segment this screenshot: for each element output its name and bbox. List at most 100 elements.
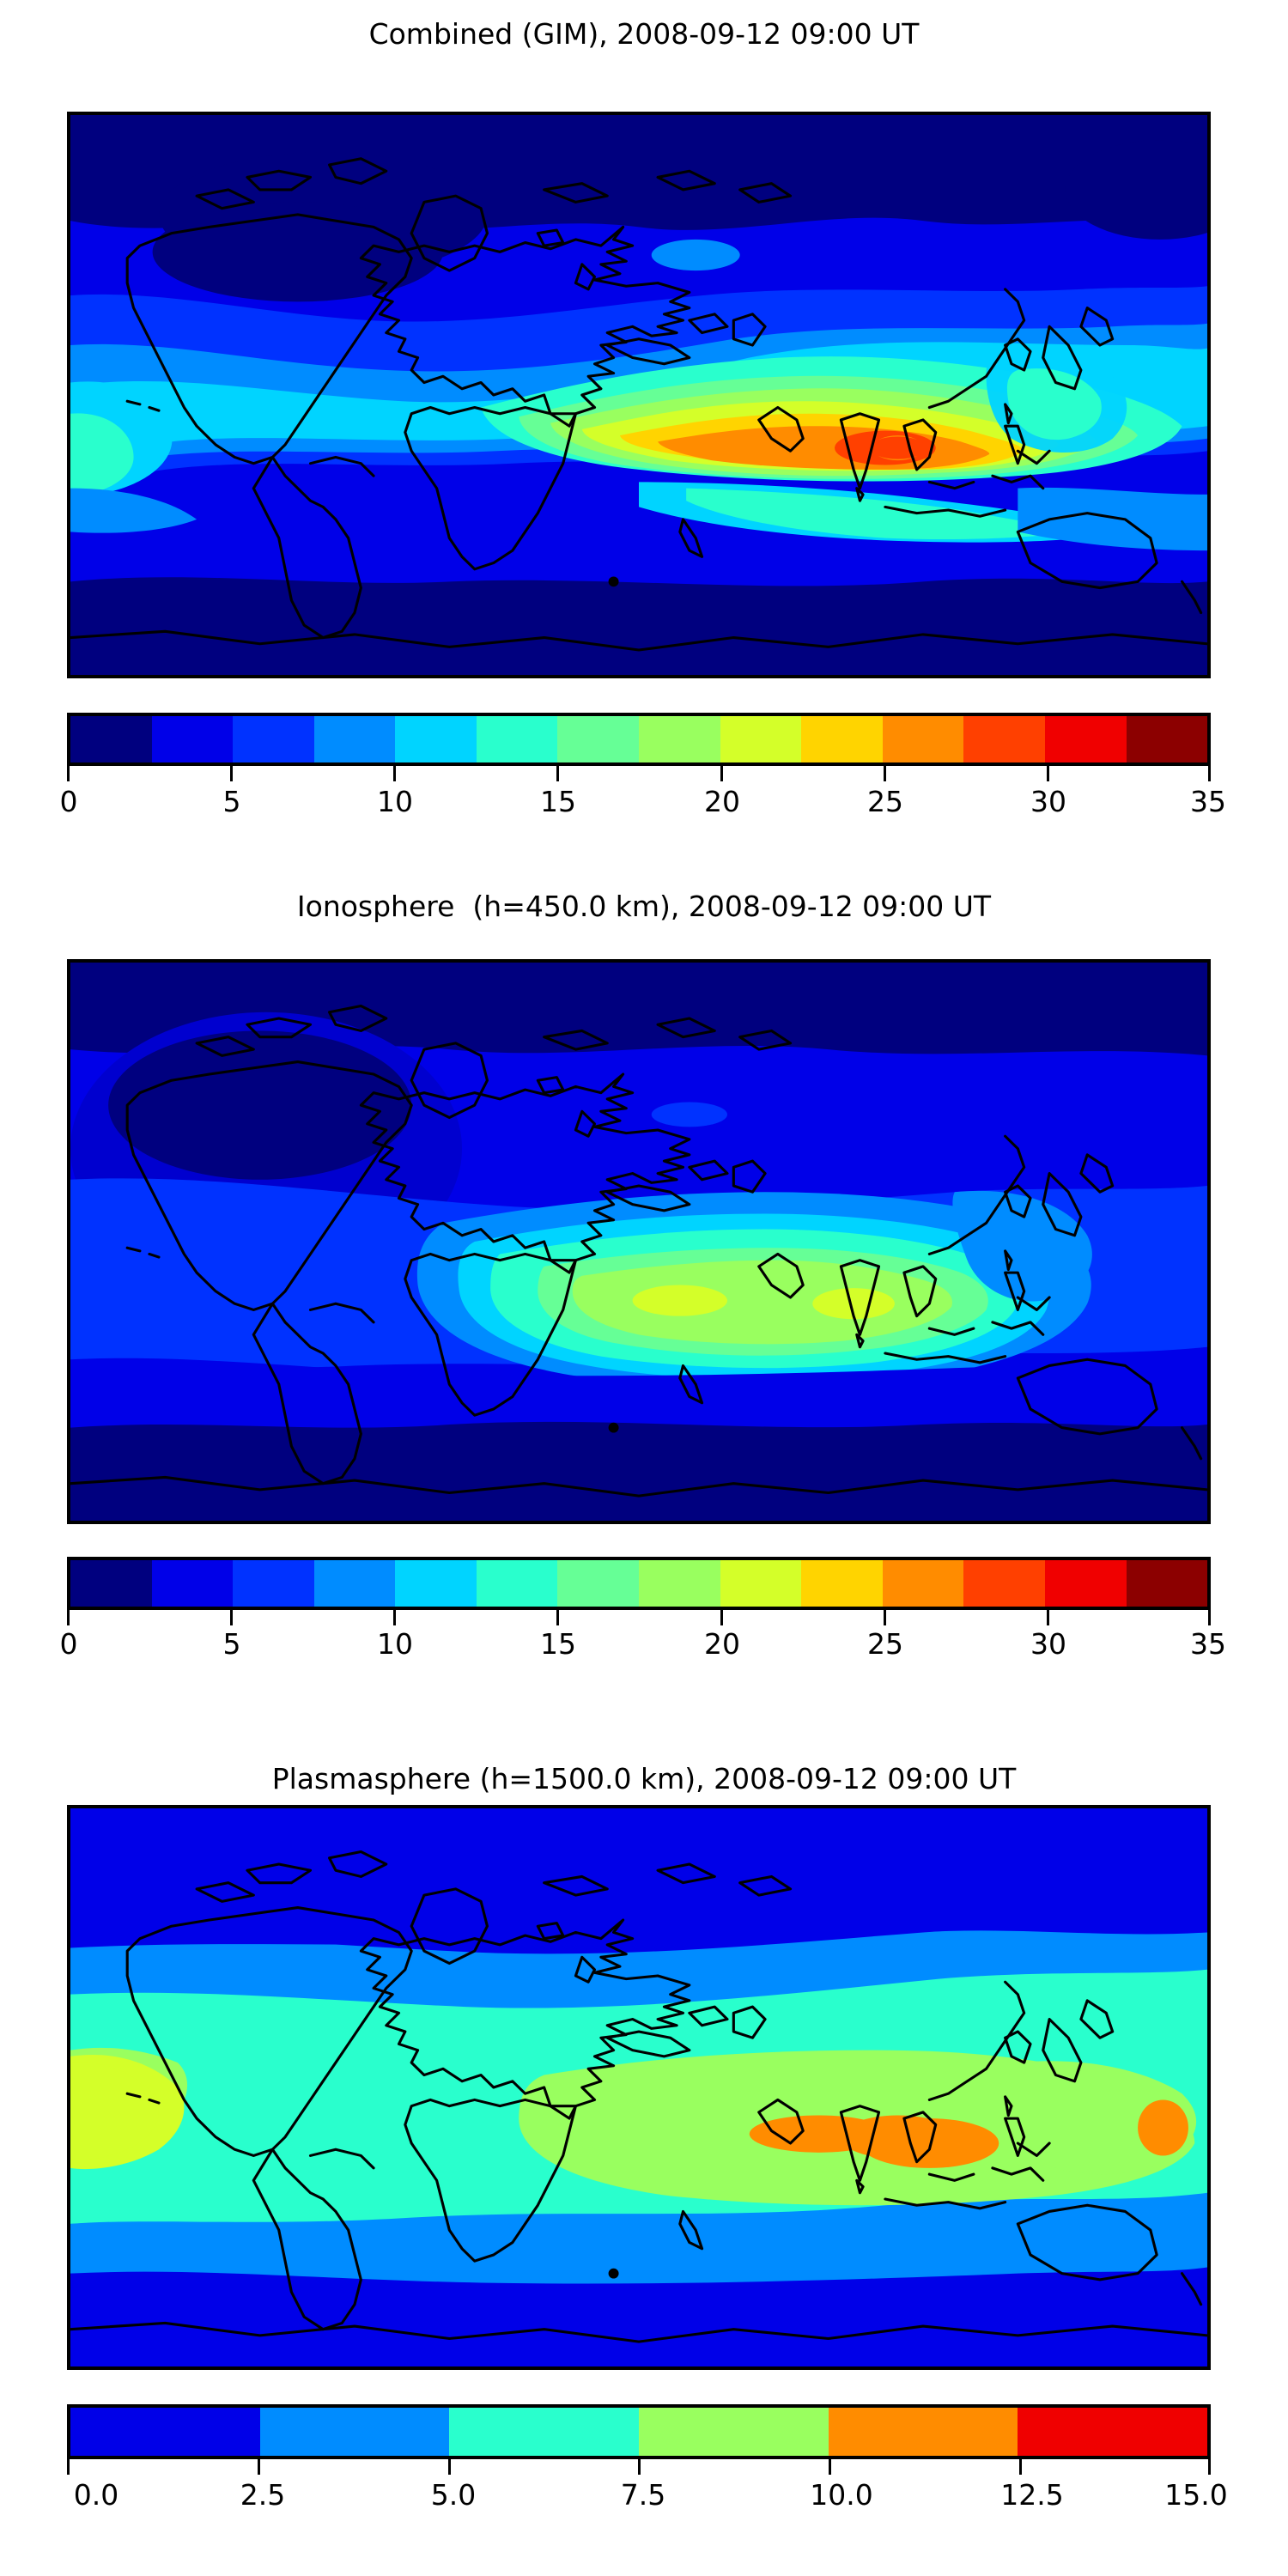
tick-label: 10.0 — [810, 2478, 873, 2512]
colorbar-segment — [882, 716, 964, 762]
tick-mark — [67, 766, 70, 781]
colorbar-segment — [720, 716, 802, 762]
tick-label: 0 — [59, 785, 78, 818]
tick-label: 25 — [867, 785, 903, 818]
colorbar-segment — [639, 716, 720, 762]
tick-label: 0.0 — [73, 2478, 119, 2512]
tick-label: 7.5 — [620, 2478, 666, 2512]
tick-label: 25 — [867, 1627, 903, 1661]
colorbar-combined — [67, 713, 1211, 766]
colorbar-segment — [801, 716, 883, 762]
tick-mark — [884, 1610, 886, 1625]
tick-mark — [230, 1610, 233, 1625]
map-svg-combined — [70, 115, 1207, 675]
tick-mark — [1208, 2459, 1211, 2475]
panel-combined-gim: Combined (GIM), 2008-09-12 09:00 UT — [0, 0, 1288, 859]
tick-label: 10 — [377, 785, 413, 818]
colorbar-segment — [476, 1560, 558, 1607]
tick-label: 20 — [704, 785, 740, 818]
tick-label: 20 — [704, 1627, 740, 1661]
tick-mark — [258, 2459, 260, 2475]
tick-mark — [67, 1610, 70, 1625]
tick-label: 10 — [377, 1627, 413, 1661]
tick-mark — [1047, 766, 1049, 781]
colorbar-segment — [882, 1560, 964, 1607]
tick-label: 15.0 — [1164, 2478, 1228, 2512]
tick-mark — [393, 766, 396, 781]
colorbar-segment — [449, 2408, 640, 2456]
tick-mark — [829, 2459, 831, 2475]
colorbar-segment — [70, 2408, 260, 2456]
colorbar-wrap-plasmasphere: 0.0 2.5 5.0 7.5 10.0 12.5 15.0 — [67, 2404, 1228, 2516]
colorbar-segment — [259, 2408, 450, 2456]
colorbar-segment — [963, 716, 1045, 762]
colorbar-ticks-ionosphere: 0 5 10 15 20 25 30 35 — [60, 1610, 1226, 1722]
tick-mark — [230, 766, 233, 781]
map-svg-ionosphere — [70, 963, 1207, 1521]
tick-mark — [448, 2459, 451, 2475]
colorbar-plasmasphere — [67, 2404, 1211, 2459]
tick-mark — [720, 766, 723, 781]
colorbar-wrap-combined: 0 5 10 15 20 25 30 35 — [60, 713, 1226, 824]
colorbar-segment — [557, 1560, 640, 1607]
tick-mark — [1208, 766, 1211, 781]
colorbar-ionosphere — [67, 1557, 1211, 1610]
colorbar-segment — [313, 1560, 396, 1607]
map-ionosphere — [67, 959, 1211, 1524]
colorbar-segment — [1126, 1560, 1207, 1607]
tick-label: 12.5 — [1000, 2478, 1064, 2512]
tick-mark — [393, 1610, 396, 1625]
tick-label: 5.0 — [430, 2478, 477, 2512]
colorbar-segment — [395, 716, 477, 762]
tick-mark — [1208, 1610, 1211, 1625]
tick-mark — [884, 766, 886, 781]
colorbar-segment — [395, 1560, 477, 1607]
colorbar-segment — [151, 716, 234, 762]
tick-mark — [1019, 2459, 1022, 2475]
panel-plasmasphere: Plasmasphere (h=1500.0 km), 2008-09-12 0… — [0, 1743, 1288, 2576]
colorbar-segment — [313, 716, 396, 762]
colorbar-segment — [639, 2408, 829, 2456]
tick-label: 35 — [1190, 785, 1226, 818]
colorbar-wrap-ionosphere: 0 5 10 15 20 25 30 35 — [60, 1557, 1226, 1668]
colorbar-ticks-plasmasphere: 0.0 2.5 5.0 7.5 10.0 12.5 15.0 — [67, 2459, 1228, 2571]
colorbar-segment — [1126, 716, 1207, 762]
colorbar-segment — [963, 1560, 1045, 1607]
tick-mark — [638, 2459, 641, 2475]
panel-title-combined: Combined (GIM), 2008-09-12 09:00 UT — [368, 17, 920, 51]
colorbar-segment — [639, 1560, 720, 1607]
colorbar-segment — [801, 1560, 883, 1607]
colorbar-segment — [476, 716, 558, 762]
tick-mark — [720, 1610, 723, 1625]
tick-label: 30 — [1030, 785, 1066, 818]
colorbar-segment — [557, 716, 640, 762]
colorbar-segment — [70, 716, 152, 762]
colorbar-segment — [828, 2408, 1018, 2456]
tick-mark — [1047, 1610, 1049, 1625]
tick-label: 30 — [1030, 1627, 1066, 1661]
panel-title-ionosphere: Ionosphere (h=450.0 km), 2008-09-12 09:0… — [296, 890, 992, 923]
colorbar-segment — [233, 716, 314, 762]
colorbar-segment — [1018, 2408, 1207, 2456]
map-plasmasphere — [67, 1805, 1211, 2370]
map-combined-gim — [67, 112, 1211, 678]
tick-label: 15 — [540, 785, 576, 818]
tick-label: 2.5 — [240, 2478, 286, 2512]
tick-label: 15 — [540, 1627, 576, 1661]
colorbar-segment — [1044, 1560, 1127, 1607]
panel-ionosphere: Ionosphere (h=450.0 km), 2008-09-12 09:0… — [0, 859, 1288, 1743]
colorbar-segment — [70, 1560, 152, 1607]
map-svg-plasmasphere — [70, 1808, 1207, 2366]
tick-label: 5 — [222, 785, 241, 818]
tick-mark — [556, 766, 559, 781]
colorbar-segment — [151, 1560, 234, 1607]
tick-mark — [67, 2459, 70, 2475]
tick-mark — [556, 1610, 559, 1625]
colorbar-segment — [720, 1560, 802, 1607]
colorbar-segment — [233, 1560, 314, 1607]
tick-label: 35 — [1190, 1627, 1226, 1661]
colorbar-ticks-combined: 0 5 10 15 20 25 30 35 — [60, 766, 1226, 878]
panel-title-plasmasphere: Plasmasphere (h=1500.0 km), 2008-09-12 0… — [271, 1762, 1017, 1795]
tick-label: 0 — [59, 1627, 78, 1661]
